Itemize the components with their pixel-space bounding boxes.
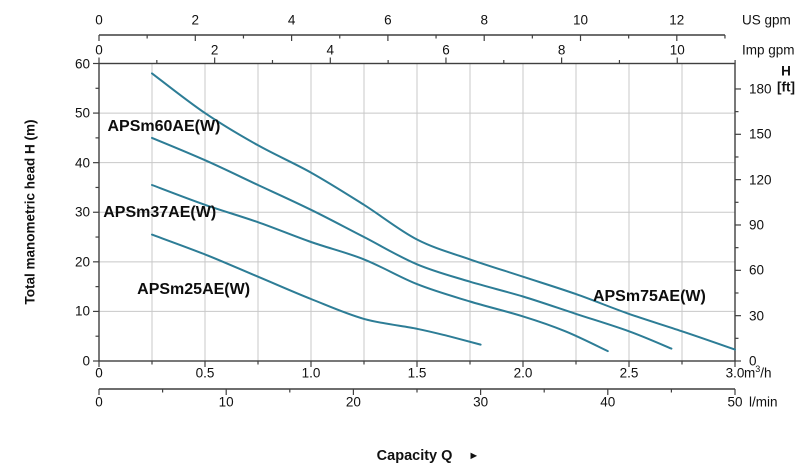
m3h-unit-m: m (744, 365, 756, 381)
head-m-tick-label: 30 (74, 204, 90, 220)
lmin-tick-label: 50 (727, 394, 743, 410)
us-gpm-tick-label: 6 (384, 12, 392, 28)
arrow-right-icon: ► (468, 450, 480, 462)
curve-APSm75AE(W) (151, 72, 736, 351)
y-axis-title: Total manometric head H (m) (22, 119, 38, 305)
m3h-tick-label: 0.5 (195, 365, 215, 381)
m3h-tick-label: 1.0 (301, 365, 321, 381)
axis-head-m (93, 62, 99, 362)
m3h-tick-label: 2.5 (619, 365, 639, 381)
m3h-unit-h: /h (760, 365, 772, 381)
imp-gpm-unit-label: Imp gpm (742, 42, 795, 58)
x-axis-title: Capacity Q ► (377, 448, 480, 464)
lmin-tick-label: 40 (600, 394, 616, 410)
us-gpm-tick-label: 8 (480, 12, 488, 28)
imp-gpm-tick-label: 2 (210, 42, 219, 58)
head-m-tick-label: 10 (74, 303, 90, 319)
head-ft-tick-label: 0 (749, 353, 757, 369)
curve-label-APSm37AE(W): APSm37AE(W) (103, 204, 217, 222)
us-gpm-tick-label: 12 (669, 12, 685, 28)
curve-APSm37AE(W) (151, 184, 609, 353)
lmin-tick-label: 30 (473, 394, 489, 410)
head-ft-tick-label: 30 (749, 308, 765, 324)
us-gpm-tick-label: 2 (191, 12, 200, 28)
head-m-tick-label: 40 (74, 155, 90, 171)
us-gpm-tick-label: 4 (287, 12, 296, 28)
imp-gpm-tick-label: 4 (326, 42, 335, 58)
us-gpm-tick-label: 0 (95, 12, 103, 28)
head-ft-tick-label: 150 (749, 126, 772, 142)
curve-label-APSm25AE(W): APSm25AE(W) (137, 281, 251, 299)
m3h-unit-sup: 3 (755, 363, 761, 374)
curve-APSm60AE(W) (151, 136, 673, 350)
head-m-tick-label: 0 (82, 353, 90, 369)
us-gpm-tick-label: 10 (572, 12, 589, 28)
grid-lines (99, 63, 735, 361)
head-m-tick-label: 60 (74, 56, 90, 71)
x-axis-title-text: Capacity Q (376, 448, 453, 464)
lmin-unit-label: l/min (749, 394, 778, 410)
head-ft-unit-label-ft: [ft] (777, 79, 795, 95)
head-m-tick-label: 50 (74, 105, 90, 121)
axis-head-ft (735, 88, 741, 362)
head-ft-tick-label: 120 (749, 172, 772, 188)
lmin-tick-label: 20 (345, 394, 361, 410)
head-ft-tick-label: 60 (749, 262, 765, 278)
axis-us-gpm (98, 34, 726, 41)
imp-gpm-tick-label: 8 (557, 42, 566, 58)
axis-lmin (98, 388, 736, 395)
curve-label-APSm75AE(W): APSm75AE(W) (592, 288, 706, 306)
us-gpm-unit-label: US gpm (742, 12, 791, 28)
imp-gpm-tick-label: 10 (669, 42, 685, 58)
head-m-tick-label: 20 (74, 254, 90, 270)
lmin-tick-label: 0 (95, 394, 103, 410)
head-ft-tick-label: 90 (749, 217, 765, 233)
m3h-tick-label: 2.0 (513, 365, 533, 381)
imp-gpm-tick-label: 0 (95, 42, 103, 58)
lmin-tick-label: 10 (218, 394, 234, 410)
axis-imp-gpm (98, 57, 736, 64)
pump-curves (151, 72, 736, 353)
head-ft-unit-label-h: H (781, 63, 791, 79)
head-ft-tick-label: 180 (749, 81, 772, 97)
m3h-unit-label: m3/h (744, 364, 772, 381)
m3h-tick-label: 1.5 (407, 365, 427, 381)
axis-m3h (98, 361, 736, 367)
imp-gpm-tick-label: 6 (442, 42, 450, 58)
curve-label-APSm60AE(W): APSm60AE(W) (107, 117, 221, 135)
curve-APSm25AE(W) (151, 233, 482, 346)
m3h-tick-label: 0 (95, 365, 103, 381)
m3h-tick-label: 3.0 (725, 365, 745, 381)
